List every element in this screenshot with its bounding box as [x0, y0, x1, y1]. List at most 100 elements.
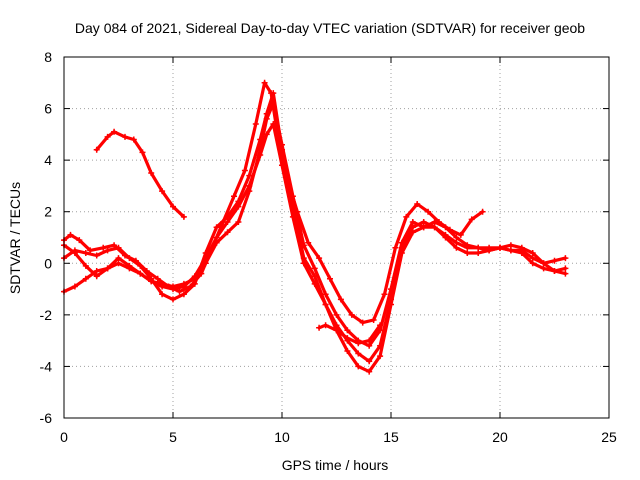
data-point — [457, 231, 464, 238]
data-point — [475, 250, 482, 256]
data-point — [180, 213, 187, 220]
data-point — [507, 247, 514, 254]
data-point — [104, 247, 111, 254]
data-point — [442, 224, 449, 231]
data-point — [333, 311, 340, 318]
data-point — [100, 244, 107, 251]
data-point — [562, 255, 569, 262]
data-point — [137, 270, 144, 277]
data-point — [159, 291, 166, 298]
data-point — [213, 224, 220, 231]
data-point — [159, 283, 166, 290]
data-point — [148, 170, 155, 176]
data-point — [414, 201, 421, 207]
data-point — [507, 242, 514, 249]
data-point — [213, 234, 220, 241]
data-point — [305, 239, 312, 246]
data-point — [311, 273, 318, 280]
data-point — [224, 229, 231, 236]
x-tick-label: 20 — [492, 429, 508, 445]
data-point — [355, 363, 362, 370]
data-point — [540, 265, 547, 272]
data-point — [170, 203, 176, 210]
y-tick-label: 0 — [44, 255, 52, 271]
data-point — [82, 275, 89, 282]
plot-frame — [63, 56, 610, 419]
data-point — [562, 265, 569, 272]
data-point — [202, 250, 209, 256]
data-point — [71, 283, 78, 290]
chart-title: Day 084 of 2021, Sidereal Day-to-day VTE… — [75, 20, 585, 36]
x-tick-label: 25 — [601, 429, 617, 445]
data-point — [235, 219, 242, 225]
data-point — [355, 350, 362, 357]
data-point — [322, 301, 329, 308]
data-point — [270, 121, 277, 127]
data-point — [431, 224, 438, 231]
data-point — [289, 203, 296, 210]
y-tick-label: -6 — [40, 410, 53, 426]
data-point — [540, 260, 547, 267]
data-point — [139, 149, 146, 156]
data-point — [224, 219, 231, 225]
data-point — [316, 324, 323, 331]
data-point — [403, 213, 410, 220]
data-point — [453, 239, 460, 246]
y-axis-ticks: -6 -4 -2 0 2 4 6 8 — [40, 49, 609, 426]
data-point — [464, 242, 471, 249]
data-point — [180, 283, 187, 290]
data-point — [126, 255, 133, 262]
data-point — [344, 348, 351, 354]
data-point — [93, 268, 100, 274]
data-point — [366, 368, 373, 375]
data-point — [154, 275, 161, 282]
data-point — [529, 255, 536, 262]
data-point — [344, 327, 351, 334]
data-point — [475, 244, 482, 251]
data-point — [122, 133, 128, 140]
data-point — [392, 244, 399, 251]
x-tick-label: 10 — [274, 429, 290, 445]
data-point — [170, 296, 176, 303]
data-point — [111, 128, 118, 135]
data-point — [322, 291, 329, 298]
data-point — [551, 257, 558, 264]
data-point — [311, 265, 318, 272]
y-tick-label: -2 — [40, 307, 53, 323]
series-line-track-1 — [95, 130, 186, 219]
data-point — [252, 121, 259, 127]
data-point — [453, 234, 460, 241]
x-axis-label: GPS time / hours — [282, 457, 389, 473]
data-point — [191, 280, 198, 287]
data-point — [420, 219, 427, 225]
data-point — [82, 250, 89, 256]
data-point — [409, 219, 416, 225]
data-point — [104, 265, 111, 272]
data-point — [104, 133, 111, 140]
data-point — [366, 337, 373, 344]
data-point — [420, 224, 427, 231]
data-point — [377, 322, 384, 329]
data-point — [224, 213, 231, 220]
data-point — [486, 247, 493, 254]
data-point — [82, 262, 89, 269]
data-point — [355, 340, 362, 347]
data-point — [148, 275, 155, 282]
data-point — [366, 358, 373, 365]
data-point — [529, 260, 536, 267]
data-point — [137, 262, 144, 269]
data-point — [257, 152, 264, 158]
data-point — [115, 260, 122, 267]
y-tick-label: -4 — [40, 358, 53, 374]
data-point — [464, 250, 471, 256]
data-point — [453, 244, 460, 251]
data-point — [327, 275, 333, 282]
data-point — [279, 146, 285, 153]
y-tick-label: 4 — [44, 152, 52, 168]
y-tick-label: 8 — [44, 49, 52, 65]
y-tick-label: 6 — [44, 101, 52, 117]
data-point — [93, 273, 100, 280]
data-point — [529, 250, 536, 256]
data-point — [300, 255, 307, 262]
